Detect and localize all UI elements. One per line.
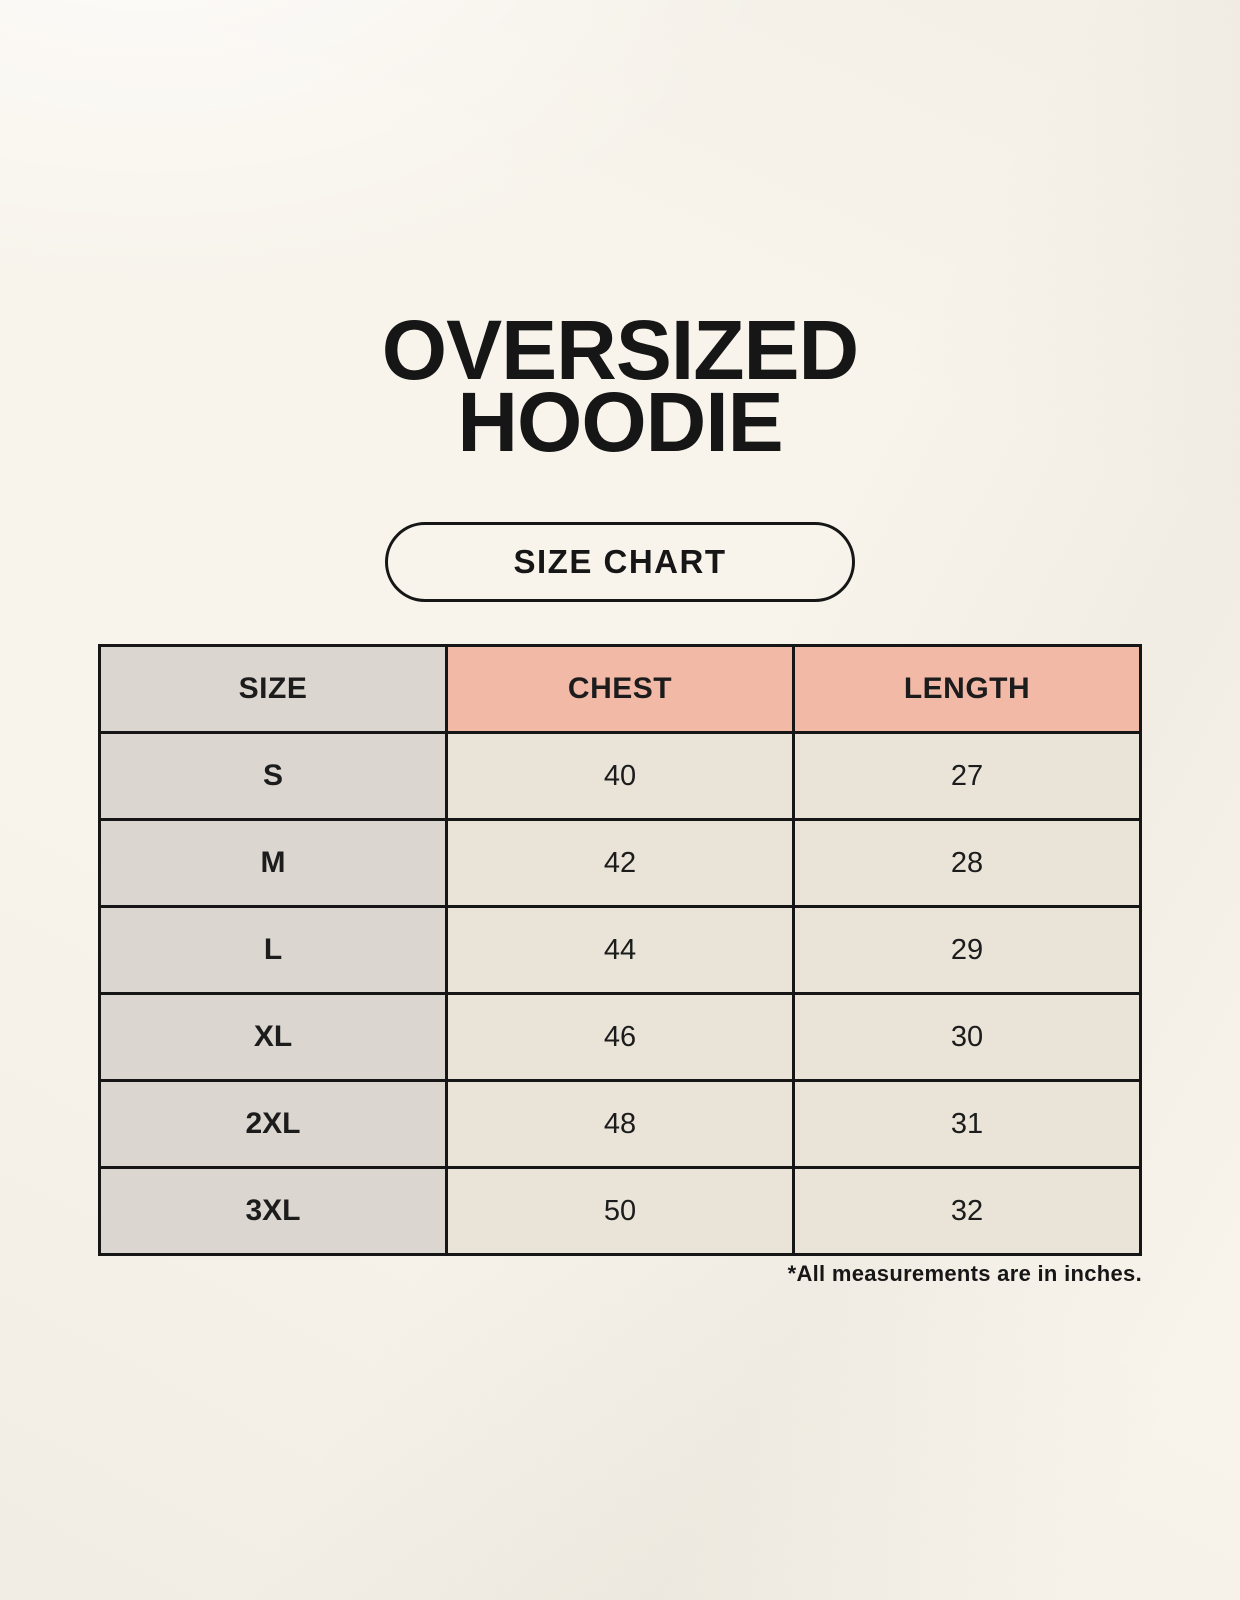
size-cell: 3XL — [98, 1166, 448, 1256]
chest-cell: 46 — [445, 992, 795, 1082]
column-header-length: LENGTH — [792, 644, 1142, 734]
chest-cell: 44 — [445, 905, 795, 995]
size-table: SIZE CHEST LENGTH S 40 27 M 42 28 L 44 2… — [98, 644, 1142, 1256]
length-cell: 31 — [792, 1079, 1142, 1169]
size-cell: L — [98, 905, 448, 995]
length-cell: 27 — [792, 731, 1142, 821]
length-cell: 32 — [792, 1166, 1142, 1256]
table-row: XL 46 30 — [98, 992, 1142, 1082]
table-row: 2XL 48 31 — [98, 1079, 1142, 1169]
size-cell: XL — [98, 992, 448, 1082]
table-row: L 44 29 — [98, 905, 1142, 995]
length-cell: 28 — [792, 818, 1142, 908]
title-line-1: OVERSIZED — [381, 303, 859, 397]
column-header-chest: CHEST — [445, 644, 795, 734]
size-chart-button-label: SIZE CHART — [513, 543, 727, 580]
measurements-footnote: *All measurements are in inches. — [787, 1261, 1142, 1286]
column-header-size: SIZE — [98, 644, 448, 734]
size-cell: 2XL — [98, 1079, 448, 1169]
size-chart-button[interactable]: SIZE CHART — [385, 522, 855, 602]
chest-cell: 40 — [445, 731, 795, 821]
table-row: S 40 27 — [98, 731, 1142, 821]
length-cell: 29 — [792, 905, 1142, 995]
table-row: M 42 28 — [98, 818, 1142, 908]
page-title: OVERSIZED HOODIE — [0, 303, 1240, 470]
table-header-row: SIZE CHEST LENGTH — [98, 644, 1142, 734]
chest-cell: 50 — [445, 1166, 795, 1256]
size-cell: S — [98, 731, 448, 821]
title-line-2: HOODIE — [457, 375, 783, 470]
size-cell: M — [98, 818, 448, 908]
table-row: 3XL 50 32 — [98, 1166, 1142, 1256]
chest-cell: 48 — [445, 1079, 795, 1169]
chest-cell: 42 — [445, 818, 795, 908]
length-cell: 30 — [792, 992, 1142, 1082]
